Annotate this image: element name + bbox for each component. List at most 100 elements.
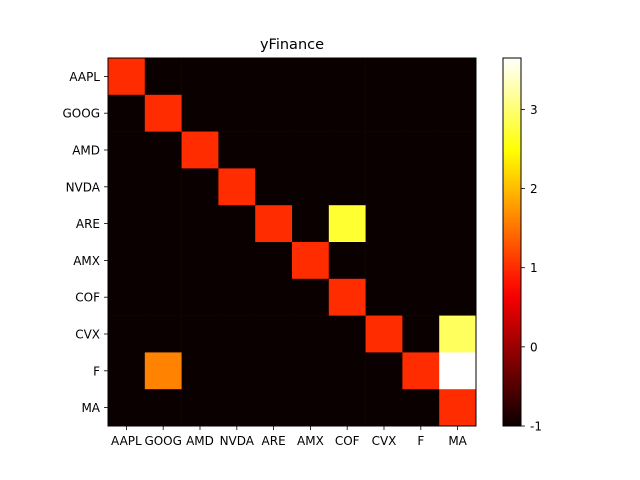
heatmap-cell (218, 352, 256, 390)
heatmap-cell (144, 168, 182, 206)
heatmap-cell (402, 278, 440, 316)
x-tick-label: MA (448, 434, 467, 448)
y-tick-label: F (93, 364, 100, 378)
heatmap-cell (365, 58, 403, 96)
heatmap-cell (144, 352, 182, 390)
heatmap-cell (255, 131, 293, 169)
heatmap-cell (255, 389, 293, 427)
x-tick-label: AMD (186, 434, 214, 448)
x-tick-label: F (417, 434, 424, 448)
heatmap-cell (108, 278, 146, 316)
x-tick-label: AMX (297, 434, 324, 448)
colorbar-tick-label: 0 (530, 340, 538, 354)
heatmap-cell (181, 278, 219, 316)
heatmap-cell (292, 278, 330, 316)
colorbar (502, 57, 522, 427)
heatmap-cell (255, 205, 293, 243)
heatmap-cell (402, 352, 440, 390)
heatmap-cell (108, 168, 146, 206)
heatmap-cell (402, 389, 440, 427)
y-tick-label: NVDA (66, 180, 101, 194)
x-tick-label: COF (335, 434, 360, 448)
heatmap-cell (439, 131, 477, 169)
heatmap-cell (328, 389, 366, 427)
heatmap-cell (181, 168, 219, 206)
heatmap-cell (255, 278, 293, 316)
heatmap-cell (328, 242, 366, 280)
heatmap-cell (218, 205, 256, 243)
x-tick-label: NVDA (220, 434, 255, 448)
heatmap-cell (218, 389, 256, 427)
y-tick-label: CVX (75, 328, 100, 342)
heatmap-cell (365, 131, 403, 169)
colorbar-tick-label: -1 (530, 420, 542, 434)
heatmap-cell (218, 278, 256, 316)
heatmap-cell (144, 94, 182, 132)
heatmap-cell (439, 389, 477, 427)
heatmap-cell (144, 389, 182, 427)
heatmap-cell (292, 389, 330, 427)
heatmap-cell (144, 242, 182, 280)
heatmap-cell (144, 58, 182, 96)
heatmap-cell (181, 352, 219, 390)
heatmap-cell (108, 94, 146, 132)
heatmap-cell (439, 315, 477, 353)
heatmap-cell (218, 315, 256, 353)
heatmap-cell (439, 58, 477, 96)
heatmap-cell (402, 168, 440, 206)
heatmap-cell (255, 242, 293, 280)
heatmap-cell (292, 242, 330, 280)
x-axis: AAPL GOOG AMD NVDA ARE AMX COF CVX F MA (111, 426, 468, 448)
heatmap-cell (181, 315, 219, 353)
y-tick-label: GOOG (63, 107, 101, 121)
colorbar-tick-label: 1 (530, 261, 538, 275)
x-tick-label: AAPL (111, 434, 142, 448)
heatmap-cell (365, 278, 403, 316)
heatmap-cell (218, 168, 256, 206)
heatmap-cell (108, 58, 146, 96)
heatmap-cell (108, 389, 146, 427)
heatmap-cell (218, 131, 256, 169)
heatmap-cell (292, 168, 330, 206)
x-tick-label: ARE (262, 434, 286, 448)
heatmap-cell (108, 205, 146, 243)
y-tick-label: AAPL (69, 70, 100, 84)
heatmap-cell (108, 352, 146, 390)
heatmap-cell (328, 278, 366, 316)
heatmap-cell (365, 94, 403, 132)
heatmap-cell (365, 205, 403, 243)
heatmap-cell (292, 94, 330, 132)
heatmap-cell (181, 131, 219, 169)
heatmap-cell (292, 131, 330, 169)
heatmap-cell (439, 278, 477, 316)
heatmap-cell (328, 352, 366, 390)
y-tick-label: MA (81, 401, 100, 415)
heatmap-cell (181, 205, 219, 243)
heatmap-cell (402, 131, 440, 169)
y-axis: AAPL GOOG AMD NVDA ARE AMX COF CVX F MA (63, 70, 108, 415)
heatmap-cell (402, 58, 440, 96)
heatmap-cell (292, 315, 330, 353)
heatmap-cell (144, 278, 182, 316)
heatmap-cell (365, 242, 403, 280)
heatmap-cell (108, 242, 146, 280)
y-tick-label: AMX (73, 254, 100, 268)
heatmap-cell (255, 315, 293, 353)
heatmap-cell (365, 389, 403, 427)
x-tick-label: CVX (372, 434, 397, 448)
heatmap-cell (255, 352, 293, 390)
heatmap-cell (328, 94, 366, 132)
heatmap-cell (402, 205, 440, 243)
y-tick-label: AMD (72, 144, 100, 158)
heatmap-cell (328, 205, 366, 243)
plot-frame (107, 57, 477, 427)
heatmap-cell (108, 315, 146, 353)
heatmap-cell (292, 58, 330, 96)
heatmap-cell (328, 58, 366, 96)
heatmap-cell (255, 58, 293, 96)
heatmap-cell (255, 94, 293, 132)
heatmap-cell (328, 168, 366, 206)
chart-title: yFinance (260, 37, 324, 53)
heatmap-cell (365, 168, 403, 206)
